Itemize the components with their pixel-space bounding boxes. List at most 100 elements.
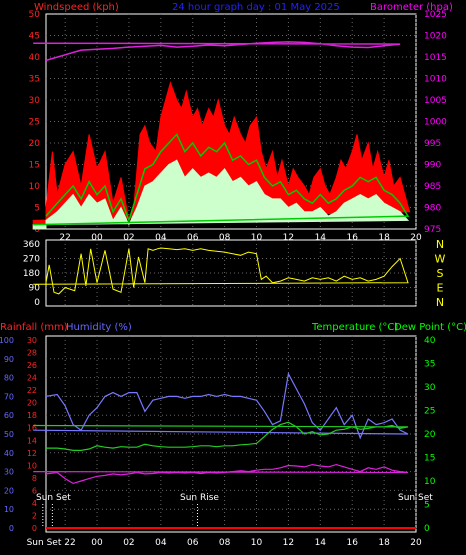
compass-label: N <box>436 238 444 251</box>
rain-ytick-label: 4 <box>32 499 37 508</box>
thermo-xtick-label: 02 <box>123 538 134 548</box>
humidity-ytick-label: 50 <box>4 430 14 439</box>
rain-ytick-label: 12 <box>27 449 37 458</box>
baro-ytick-label: 1025 <box>424 10 447 20</box>
temp-ytick-label: 30 <box>424 383 436 393</box>
thermo-xtick-label: 04 <box>155 538 167 548</box>
baro-ytick-label: 985 <box>424 182 441 192</box>
rain-ytick-label: 18 <box>27 411 37 420</box>
thermo-xtick-label: 18 <box>378 538 390 548</box>
dewpoint-line <box>33 463 409 485</box>
windspeed-axis-title: Windspeed (kph) <box>34 2 119 13</box>
wind-xtick-label: 04 <box>155 233 167 243</box>
temp-ytick-label: 35 <box>424 360 435 370</box>
rain-ytick-label: 20 <box>27 399 37 408</box>
rain-ytick-label: 16 <box>27 424 37 433</box>
dir-ytick-label: 180 <box>23 269 40 279</box>
rain-ytick-label: 6 <box>32 486 37 495</box>
humidity-ytick-label: 10 <box>4 505 14 514</box>
temp-ytick-label: 0 <box>424 524 430 534</box>
dewpoint-axis-title: Dew Point (°C) <box>394 322 466 333</box>
humidity-ytick-label: 70 <box>4 392 14 401</box>
wind-ytick-label: 10 <box>29 182 41 192</box>
wind-ytick-label: 15 <box>29 161 40 171</box>
thermo-xtick-label: 08 <box>219 538 231 548</box>
temp-ytick-label: 40 <box>424 336 436 346</box>
wind-xtick-label: 22 <box>59 233 70 243</box>
humidity-ytick-label: 100 <box>0 336 14 345</box>
thermo-xtick-label: 00 <box>91 538 103 548</box>
wind-xtick-label: 16 <box>346 233 358 243</box>
temp-ytick-label: 25 <box>424 407 435 417</box>
baro-ytick-label: 1010 <box>424 75 447 85</box>
compass-label: E <box>437 282 444 295</box>
humidity-ytick-label: 90 <box>4 355 14 364</box>
wind-xtick-label: 08 <box>219 233 231 243</box>
sunrise-marker-label: Sun Rise <box>180 493 219 503</box>
wind-ytick-label: 30 <box>29 96 41 106</box>
grid-lines <box>46 14 417 532</box>
temp-ytick-label: 10 <box>424 477 436 487</box>
rain-ytick-label: 28 <box>27 349 37 358</box>
wind-xtick-label: 10 <box>251 233 263 243</box>
wind-ytick-label: 5 <box>34 204 40 214</box>
rain-ytick-label: 24 <box>27 374 37 383</box>
thermo-xtick-label: 16 <box>346 538 358 548</box>
rain-ytick-label: 30 <box>27 336 37 345</box>
thermo-xtick-label: 10 <box>251 538 263 548</box>
wind-avg-line <box>33 133 410 226</box>
wind-ytick-label: 35 <box>29 75 40 85</box>
wind-xtick-label: 06 <box>187 233 199 243</box>
thermo-xtick-label: 20 <box>410 538 422 548</box>
baro-ytick-label: 1005 <box>424 96 447 106</box>
humidity-axis-title: Humidity (%) <box>66 322 132 333</box>
rain-ytick-label: 26 <box>27 361 37 370</box>
dir-ytick-label: 90 <box>29 284 41 294</box>
wind-xtick-label: 20 <box>410 233 422 243</box>
wind-ytick-label: 0 <box>34 225 40 235</box>
humidity-ytick-label: 0 <box>9 524 14 533</box>
rain-ytick-label: 22 <box>27 386 37 395</box>
humidity-line <box>33 371 409 440</box>
chart-title: 24 hour graph day : 01 May 2025 <box>172 2 340 13</box>
humidity-ytick-label: 30 <box>4 468 14 477</box>
wind-xtick-label: 14 <box>315 233 327 243</box>
thermo-xtick-label: 14 <box>315 538 327 548</box>
thermo-xtick-label: 06 <box>187 538 199 548</box>
wind-gust-area <box>32 81 411 230</box>
humidity-ytick-label: 20 <box>4 486 14 495</box>
rain-ytick-label: 14 <box>27 436 37 445</box>
wind-xtick-label: 02 <box>123 233 134 243</box>
barometer-line <box>33 41 401 62</box>
wind-ytick-label: 45 <box>29 32 40 42</box>
rain-ytick-label: 8 <box>32 474 37 483</box>
temp-ytick-label: 5 <box>424 501 430 511</box>
temp-ytick-label: 20 <box>424 430 436 440</box>
dir-ytick-label: 360 <box>23 240 40 250</box>
baro-ytick-label: 980 <box>424 204 441 214</box>
temperature-axis-title: Temperature (°C) <box>311 322 398 333</box>
rain-ytick-label: 2 <box>32 511 37 520</box>
baro-ytick-label: 995 <box>424 139 441 149</box>
sunset2-marker-label: Sun Set <box>398 493 433 503</box>
thermo-xtick-label: 12 <box>283 538 294 548</box>
temp-ytick-label: 15 <box>424 454 435 464</box>
thermo-xtick-label: Sun Set 22 <box>27 538 76 548</box>
axis-labels: 0510152025303540455097598098599099510001… <box>0 10 447 548</box>
wind-ytick-label: 25 <box>29 118 40 128</box>
baro-ytick-label: 990 <box>424 161 441 171</box>
wind-ytick-label: 20 <box>29 139 41 149</box>
sunset-marker-label: Sun Set <box>36 493 71 503</box>
baro-ytick-label: 1000 <box>424 118 447 128</box>
humidity-ytick-label: 40 <box>4 449 14 458</box>
wind-xtick-label: 18 <box>378 233 390 243</box>
dir-ytick-label: 0 <box>34 298 40 308</box>
baro-ytick-label: 1015 <box>424 53 447 63</box>
rain-ytick-label: 0 <box>32 524 37 533</box>
wind-xtick-label: 00 <box>91 233 103 243</box>
compass-label: W <box>435 253 446 266</box>
barometer-axis-title: Barometer (hpa) <box>370 2 453 13</box>
baro-ytick-label: 1020 <box>424 32 447 42</box>
data-series <box>32 41 416 529</box>
